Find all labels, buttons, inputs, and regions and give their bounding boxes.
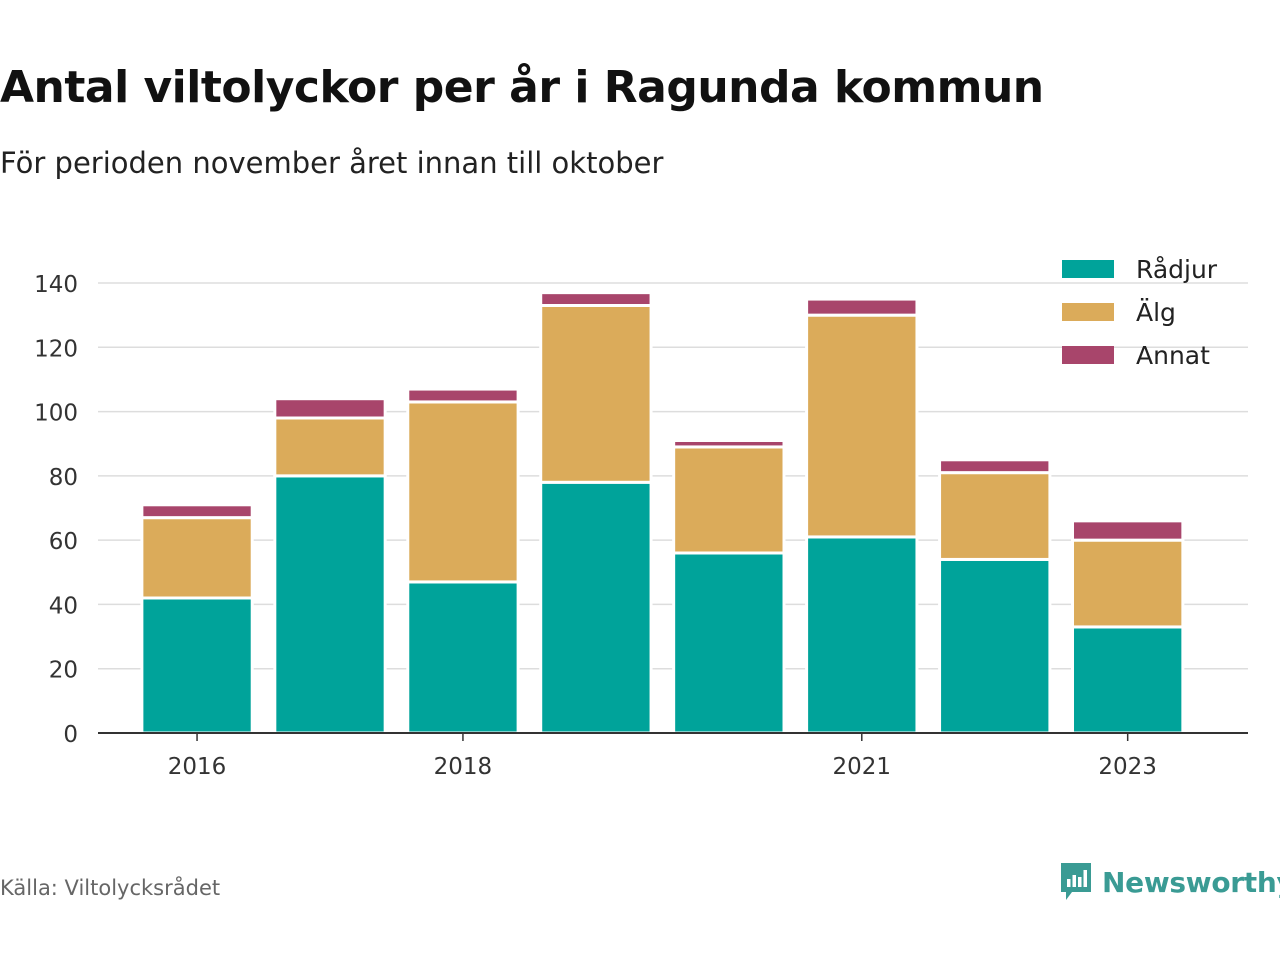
y-tick-label: 100 (34, 401, 78, 427)
bar-segment (406, 580, 520, 735)
bar-segment (1071, 519, 1185, 542)
bar-segment (805, 297, 919, 317)
x-axis: 2016 2018 2021 2023 (98, 732, 1248, 780)
newsworthy-logo-icon (1061, 863, 1091, 900)
chart-title: Antal viltolyckor per år i Ragunda kommu… (0, 62, 1044, 113)
bar-segment (406, 387, 520, 404)
bars (140, 291, 1185, 735)
bar-segment (938, 557, 1052, 735)
bar-segment (539, 291, 653, 307)
legend-label: Älg (1136, 298, 1176, 327)
x-tick-label: 2023 (1098, 754, 1157, 780)
brand-logo: Newsworthy (1058, 860, 1280, 904)
brand-name: Newsworthy (1102, 865, 1280, 899)
bar-segment (672, 551, 786, 735)
legend-label: Rådjur (1136, 255, 1218, 284)
x-tick-label: 2021 (833, 754, 892, 780)
bar-segment (1071, 625, 1185, 735)
legend-swatch (1062, 303, 1114, 321)
source-note: Källa: Viltolycksrådet (0, 876, 221, 900)
bar-segment (140, 516, 254, 600)
legend-label: Annat (1136, 341, 1210, 370)
bar-segment (938, 471, 1052, 561)
stacked-bar-chart: 0 20 40 60 80 100 120 140 2016 2018 2021 2023 Rådj… (34, 255, 1248, 780)
bar-segment (140, 503, 254, 520)
y-axis-ticks: 0 20 40 60 80 100 120 140 (34, 272, 78, 748)
y-tick-label: 60 (49, 529, 78, 555)
bar-segment (938, 458, 1052, 475)
x-tick-label: 2016 (168, 754, 227, 780)
x-tick-label: 2018 (434, 754, 493, 780)
bar-segment (539, 480, 653, 735)
y-tick-label: 80 (49, 465, 78, 491)
legend: Rådjur Älg Annat (1062, 255, 1218, 370)
bar-segment (539, 304, 653, 484)
y-tick-label: 40 (49, 593, 78, 619)
bar-segment (805, 535, 919, 735)
y-tick-label: 140 (34, 272, 78, 298)
y-tick-label: 120 (34, 336, 78, 362)
bar-segment (273, 397, 387, 420)
bar-segment (140, 596, 254, 735)
bar-segment (805, 313, 919, 539)
y-tick-label: 20 (49, 658, 78, 684)
chart-subtitle: För perioden november året innan till ok… (0, 146, 664, 180)
bar-segment (273, 416, 387, 478)
y-tick-label: 0 (63, 722, 78, 748)
bar-segment (406, 400, 520, 584)
bar-segment (273, 474, 387, 735)
legend-swatch (1062, 346, 1114, 364)
bar-segment (1071, 538, 1185, 629)
legend-swatch (1062, 260, 1114, 278)
bar-segment (672, 439, 786, 449)
bar-segment (672, 445, 786, 555)
